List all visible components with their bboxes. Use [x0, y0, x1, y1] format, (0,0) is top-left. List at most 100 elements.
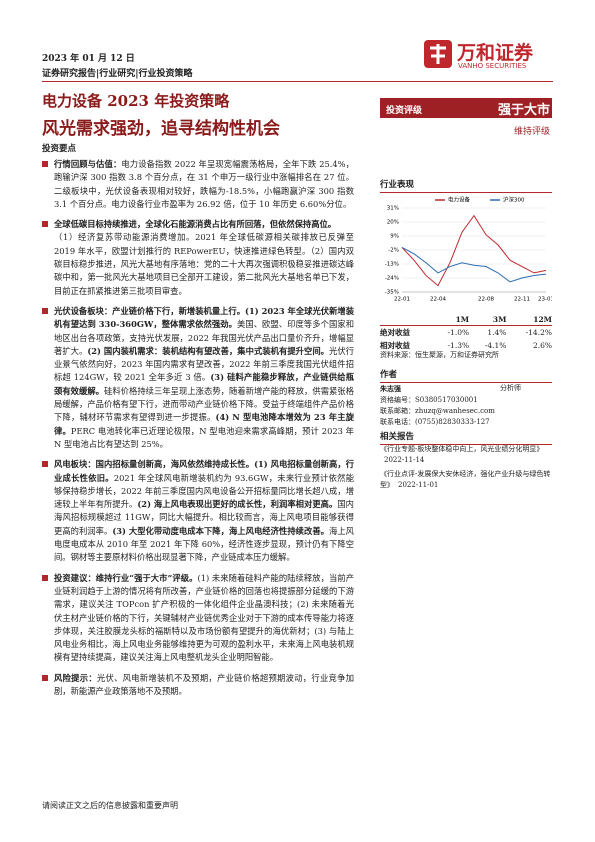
report-title: 《行业点评-发展保大安休经济，强化产业升级与绿色转型》 [380, 470, 551, 489]
bold-text: 风电板块：国内招标量创新高，海风依然维持成长性。(1) 风电招标量创新高，行业成… [54, 459, 354, 483]
bold-text: (4) N 型电池降本增效为 23 年主旋律。 [54, 412, 354, 436]
author-line: 联系电话：(0755)82830333-127 [380, 418, 490, 426]
author-line: 联系邮箱：zhuzq@wanhesec.com [380, 407, 495, 415]
series-line [401, 214, 547, 287]
author-role: 分析师 [500, 384, 521, 392]
related-heading: 相关报告 [380, 430, 552, 445]
x-tick-label: 22-01 [394, 297, 410, 303]
header-rule [42, 81, 553, 82]
legend-label: 沪深300 [503, 196, 525, 204]
footer: 请阅读正文之后的信息披露和重要声明 [42, 801, 178, 810]
author-line: 资格编号：S0380517030001 [380, 396, 478, 404]
logo-en: VANHO SECURITIES [458, 62, 527, 70]
related-report: 《行业点评-发展保大安休经济，强化产业升级与绿色转型》 2022-11-01 [380, 469, 552, 491]
text: 光伏、风电新增装机不及预期，产业链价格超预期波动，行业竞争加剧，新能源产业政策落… [54, 672, 354, 696]
bold-text: 风险提示： [54, 672, 97, 683]
key-point: 风险提示：光伏、风电新增装机不及预期，产业链价格超预期波动，行业竞争加剧，新能源… [42, 672, 354, 699]
bold-text: (3) 硅料产能稳步释放，产业链供给瓶颈有效缓解。 [54, 372, 354, 396]
bold-text: (2) 国内装机需求：装机结构有望改善，集中式装机有提升空间。 [87, 345, 330, 356]
related-reports: 《行业专题-板块整体稳中向上，风光业绩分化明显》 2022-11-14 《行业点评-… [380, 444, 552, 494]
report-date: 2022-11-14 [384, 456, 425, 464]
x-tick-label: 22-08 [478, 297, 494, 303]
y-tick-label: -2% [388, 248, 399, 254]
text: 电力设备指数 2022 年呈现宽幅震荡格局，全年下跌 25.4%，跑输沪深 30… [54, 159, 354, 209]
breadcrumb: 证券研究报告|行业研究|行业投资策略 [42, 69, 193, 79]
related-report: 《行业专题-板块整体稳中向上，风光业绩分化明显》 2022-11-14 [380, 444, 552, 466]
y-tick-label: 31% [387, 206, 399, 212]
y-tick-label: 9% [390, 234, 399, 240]
logo-cn: 万和证券 [457, 42, 534, 64]
key-points: 行情回顾与估值：电力设备指数 2022 年呈现宽幅震荡格局，全年下跌 25.4%… [42, 158, 354, 705]
bold-text: (2) 海上风电表现出更好的成长性，利润率相对更高。 [137, 499, 338, 510]
cell: 2.6% [532, 341, 552, 350]
table-row: 相对收益 -1.3% -4.1% 2.6% [380, 339, 552, 352]
bold-text: 行情回顾与估值： [54, 159, 122, 169]
x-tick-label: 22-11 [514, 297, 530, 303]
bold-text: 全球低碳目标持续推进，全球化石能源消费占比有所回落，但依然保持高位。 [54, 219, 337, 230]
cell [380, 314, 432, 326]
bold-text: (3) 大型化带动度电成本下降，海上风电经济性持续改善。 [112, 525, 329, 536]
y-tick-label: -35% [385, 290, 399, 296]
paragraph: 投资建议：维持行业“强于大市”评级。(1) 未来随着硅料产能的陆续释放，当前产业… [54, 572, 354, 665]
paragraph: 光伏设备板块：产业链价格下行，新增装机量上行。(1) 2023 年全球光伏新增装… [54, 305, 354, 451]
subtitle: 风光需求强劲，追寻结构性机会 [42, 119, 280, 139]
key-point: 投资建议：维持行业“强于大市”评级。(1) 未来随着硅料产能的陆续释放，当前产业… [42, 572, 354, 665]
section-heading: 投资要点 [42, 144, 77, 154]
report-date: 2022-11-01 [398, 481, 439, 489]
performance-table: 1M 3M 12M 绝对收益 -1.0% 1.4% -14.2% 相对收益 -1.3% -4.1%… [380, 314, 552, 352]
rating-band [380, 98, 552, 118]
text: 硅料价格持续三年呈现上涨态势，随着新增产能的释放，供需紧张格局缓解，产品价格有望… [54, 385, 354, 423]
cell: -4.1% [484, 341, 507, 350]
y-tick-label: -24% [385, 276, 399, 282]
cell: 1.4% [487, 328, 507, 337]
text: 光伏行业景气依然向好，2023 年国内需求有望改善，2022 年前三季度我国光伏… [54, 345, 354, 383]
column-header: 3M [492, 315, 507, 324]
rating-note: 维持评级 [513, 127, 550, 137]
paragraph: 风电板块：国内招标量创新高，海风依然维持成长性。(1) 风电招标量创新高，行业成… [54, 458, 354, 564]
author-lines: 资格编号：S0380517030001 联系邮箱：zhuzq@wanhesec.c… [380, 395, 495, 428]
key-point: 行情回顾与估值：电力设备指数 2022 年呈现宽幅震荡格局，全年下跌 25.4%… [42, 158, 354, 211]
text: （1）经济复苏带动能源消费增加。2021 年全球低碳源相关碳排放已反弹至 201… [54, 232, 354, 296]
y-tick-label: -13% [385, 262, 399, 268]
text: PERC 电池转化率已近理论极限，N 型电池迎来需求高峰期，预计 2023 年 … [54, 425, 354, 449]
performance-chart: 电力设备 沪深300 31% 20% 9% -2% -13% -24% -35%22-01 22-… [385, 196, 552, 303]
column-header: 12M [533, 315, 552, 324]
key-point: 光伏设备板块：产业链价格下行，新增装机量上行。(1) 2023 年全球光伏新增装… [42, 305, 354, 451]
column-header: 1M [455, 315, 470, 324]
bold-text: 光伏设备板块：产业链价格下行，新增装机量上行。(1) 2023 年全球光伏新增装… [54, 305, 354, 330]
row-label: 绝对收益 [380, 328, 410, 337]
report-title: 《行业专题-板块整体稳中向上，风光业绩分化明显》 [380, 445, 544, 453]
y-tick-label: 20% [387, 220, 399, 226]
title: 电力设备 2023 年投资策略 [42, 92, 230, 110]
cell: -14.2% [525, 328, 552, 337]
table-header: 1M 3M 12M [380, 314, 552, 326]
paragraph: （1）经济复苏带动能源消费增加。2021 年全球低碳源相关碳排放已反弹至 201… [54, 231, 354, 297]
cell: -1.0% [447, 328, 470, 337]
author-heading: 作者 [380, 368, 552, 383]
text: (1) 未来随着硅料产能的陆续释放，当前产业链利润趋于上游的情况将有所改善，产业… [54, 572, 354, 663]
rating-value: 强于大市 [497, 103, 550, 118]
row-label: 相对收益 [380, 341, 410, 350]
author-name: 朱志强 [380, 384, 401, 393]
paragraph: 全球低碳目标持续推进，全球化石能源消费占比有所回落，但依然保持高位。 [54, 218, 354, 231]
text: 美国、欧盟、印度等多个国家和地区出台各项政策，支持光伏发展，2022 年我国光伏… [54, 319, 354, 356]
paragraph: 风险提示：光伏、风电新增装机不及预期，产业链价格超预期波动，行业竞争加剧，新能源… [54, 672, 354, 699]
x-tick-label: 23-01 [538, 297, 552, 303]
legend-label: 电力设备 [448, 196, 471, 204]
bold-text: 投资建议：维持行业“强于大市”评级。 [54, 572, 198, 583]
source: 资料来源：恒生聚源，万和证券研究所 [380, 351, 499, 359]
key-point: 全球低碳目标持续推进，全球化石能源消费占比有所回落，但依然保持高位。 （1）经济复… [42, 218, 354, 298]
performance-heading: 行业表现 [380, 178, 552, 193]
text: 2021 年全球风电新增装机约为 93.6GW，未来行业预计依然能够保持稳步增长… [54, 472, 354, 510]
table-row: 绝对收益 -1.0% 1.4% -14.2% [380, 325, 552, 340]
date: 2023 年 01 月 12 日 [42, 54, 135, 64]
logo-icon [424, 40, 452, 68]
text: 国内海风招标规模超过 11GW，同比大幅提升。相比较而言，海上风电项目能够获得更… [54, 499, 354, 536]
paragraph: 行情回顾与估值：电力设备指数 2022 年呈现宽幅震荡格局，全年下跌 25.4%… [54, 158, 354, 211]
series-line [401, 247, 547, 283]
rating-label: 投资评级 [386, 106, 423, 116]
x-tick-label: 22-04 [430, 297, 446, 303]
key-point: 风电板块：国内招标量创新高，海风依然维持成长性。(1) 风电招标量创新高，行业成… [42, 458, 354, 564]
cell: -1.3% [447, 341, 470, 350]
